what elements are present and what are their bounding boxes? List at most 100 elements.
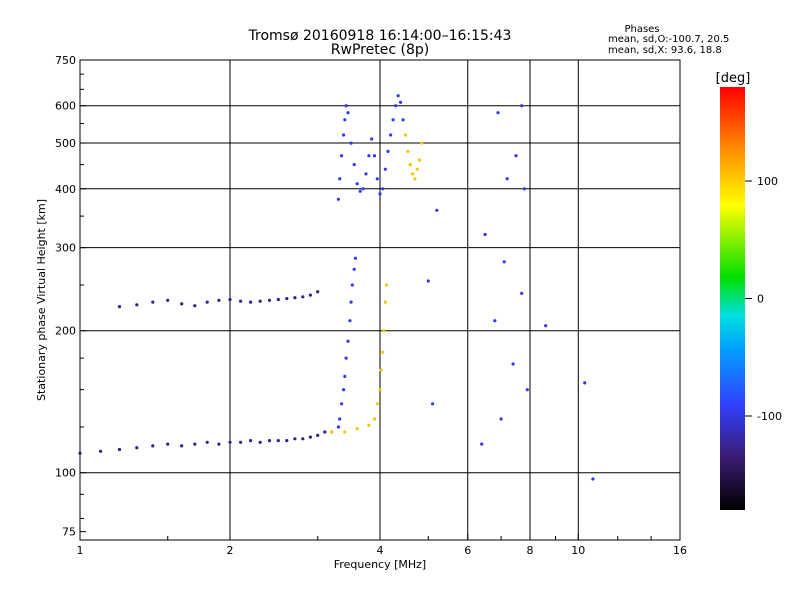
data-point [591, 477, 595, 481]
data-points [78, 94, 595, 481]
data-point [343, 374, 347, 378]
data-point [267, 439, 272, 443]
grid-lines [80, 60, 680, 540]
data-point [343, 430, 347, 434]
data-point [330, 430, 334, 434]
data-point [364, 172, 368, 176]
data-point [522, 187, 527, 191]
data-point [396, 94, 400, 98]
data-point [193, 442, 197, 446]
data-point [338, 417, 342, 421]
y-tick-label: 750 [55, 54, 76, 67]
data-point [349, 141, 353, 145]
data-point [239, 440, 243, 444]
data-point [420, 141, 424, 145]
data-point [117, 305, 122, 309]
data-point [285, 439, 289, 443]
data-point [323, 430, 327, 434]
data-point [217, 442, 221, 446]
data-point [415, 167, 419, 171]
y-tick-label: 500 [55, 137, 76, 150]
data-point [342, 388, 346, 392]
legend-title: Phases [624, 24, 659, 35]
data-point [406, 149, 410, 153]
y-axis-label: Stationary phase Virtual Height [km] [35, 199, 48, 401]
colorbar-tick-label: 100 [757, 175, 778, 188]
data-point [276, 439, 280, 443]
colorbar: [deg] 100 0 -100 [716, 71, 782, 510]
data-point [117, 447, 122, 452]
data-point [78, 451, 82, 455]
data-point [394, 104, 398, 108]
colorbar-tick-label: 0 [757, 293, 764, 306]
data-point [520, 291, 524, 295]
y-tick-label: 600 [55, 100, 76, 113]
data-point [525, 388, 529, 392]
data-point [483, 232, 487, 237]
data-point [367, 423, 371, 427]
data-point [249, 300, 253, 304]
data-point [308, 293, 312, 297]
y-tick-label: 75 [62, 526, 76, 539]
data-point [166, 442, 170, 446]
data-point [391, 118, 395, 122]
data-point [293, 437, 297, 441]
data-point [344, 356, 348, 360]
data-point [336, 197, 340, 201]
data-point [383, 300, 387, 304]
x-tick-label: 10 [571, 544, 585, 557]
data-point [413, 177, 417, 181]
data-point [514, 154, 518, 158]
data-point [193, 304, 197, 308]
x-tick-label: 6 [464, 544, 471, 557]
data-point [381, 350, 385, 354]
data-point [384, 283, 388, 287]
data-point [352, 267, 356, 271]
data-point [340, 402, 344, 406]
x-tick-label: 2 [227, 544, 234, 557]
y-tick-label: 400 [55, 183, 76, 196]
data-point [372, 154, 377, 158]
data-point [205, 300, 209, 304]
data-point [502, 260, 506, 264]
data-point [389, 133, 393, 137]
data-point [301, 295, 305, 299]
data-point [375, 402, 379, 406]
data-point [411, 172, 415, 176]
data-point [361, 187, 365, 191]
data-point [343, 118, 347, 122]
data-point [346, 339, 350, 343]
data-point [372, 417, 377, 421]
y-tick-label: 300 [55, 242, 76, 255]
data-point [316, 433, 320, 437]
data-point [205, 440, 209, 444]
data-point [408, 163, 412, 167]
data-point [276, 297, 280, 302]
data-point [544, 324, 548, 328]
data-point [342, 133, 346, 137]
data-point [180, 444, 184, 448]
data-point [370, 137, 374, 141]
data-point [258, 299, 262, 303]
data-point [228, 440, 232, 444]
x-tick-label: 4 [377, 544, 384, 557]
data-point [520, 104, 524, 108]
data-point [346, 111, 350, 115]
data-point [355, 427, 359, 431]
legend-line-o: mean, sd,O:-100.7, 20.5 [608, 34, 729, 45]
y-tick-label: 100 [55, 467, 76, 480]
data-point [583, 381, 587, 385]
colorbar-ticks: 100 0 -100 [745, 175, 782, 423]
data-point [386, 149, 390, 153]
colorbar-gradient [720, 87, 745, 510]
data-point [217, 298, 221, 302]
chart-title: Tromsø 20160918 16:14:00–16:15:43 [248, 28, 512, 44]
data-point [336, 425, 340, 429]
data-point [344, 104, 348, 108]
data-point [358, 189, 362, 193]
data-point [166, 298, 170, 302]
data-point [135, 446, 139, 450]
data-point [350, 283, 354, 287]
data-point [228, 297, 232, 302]
